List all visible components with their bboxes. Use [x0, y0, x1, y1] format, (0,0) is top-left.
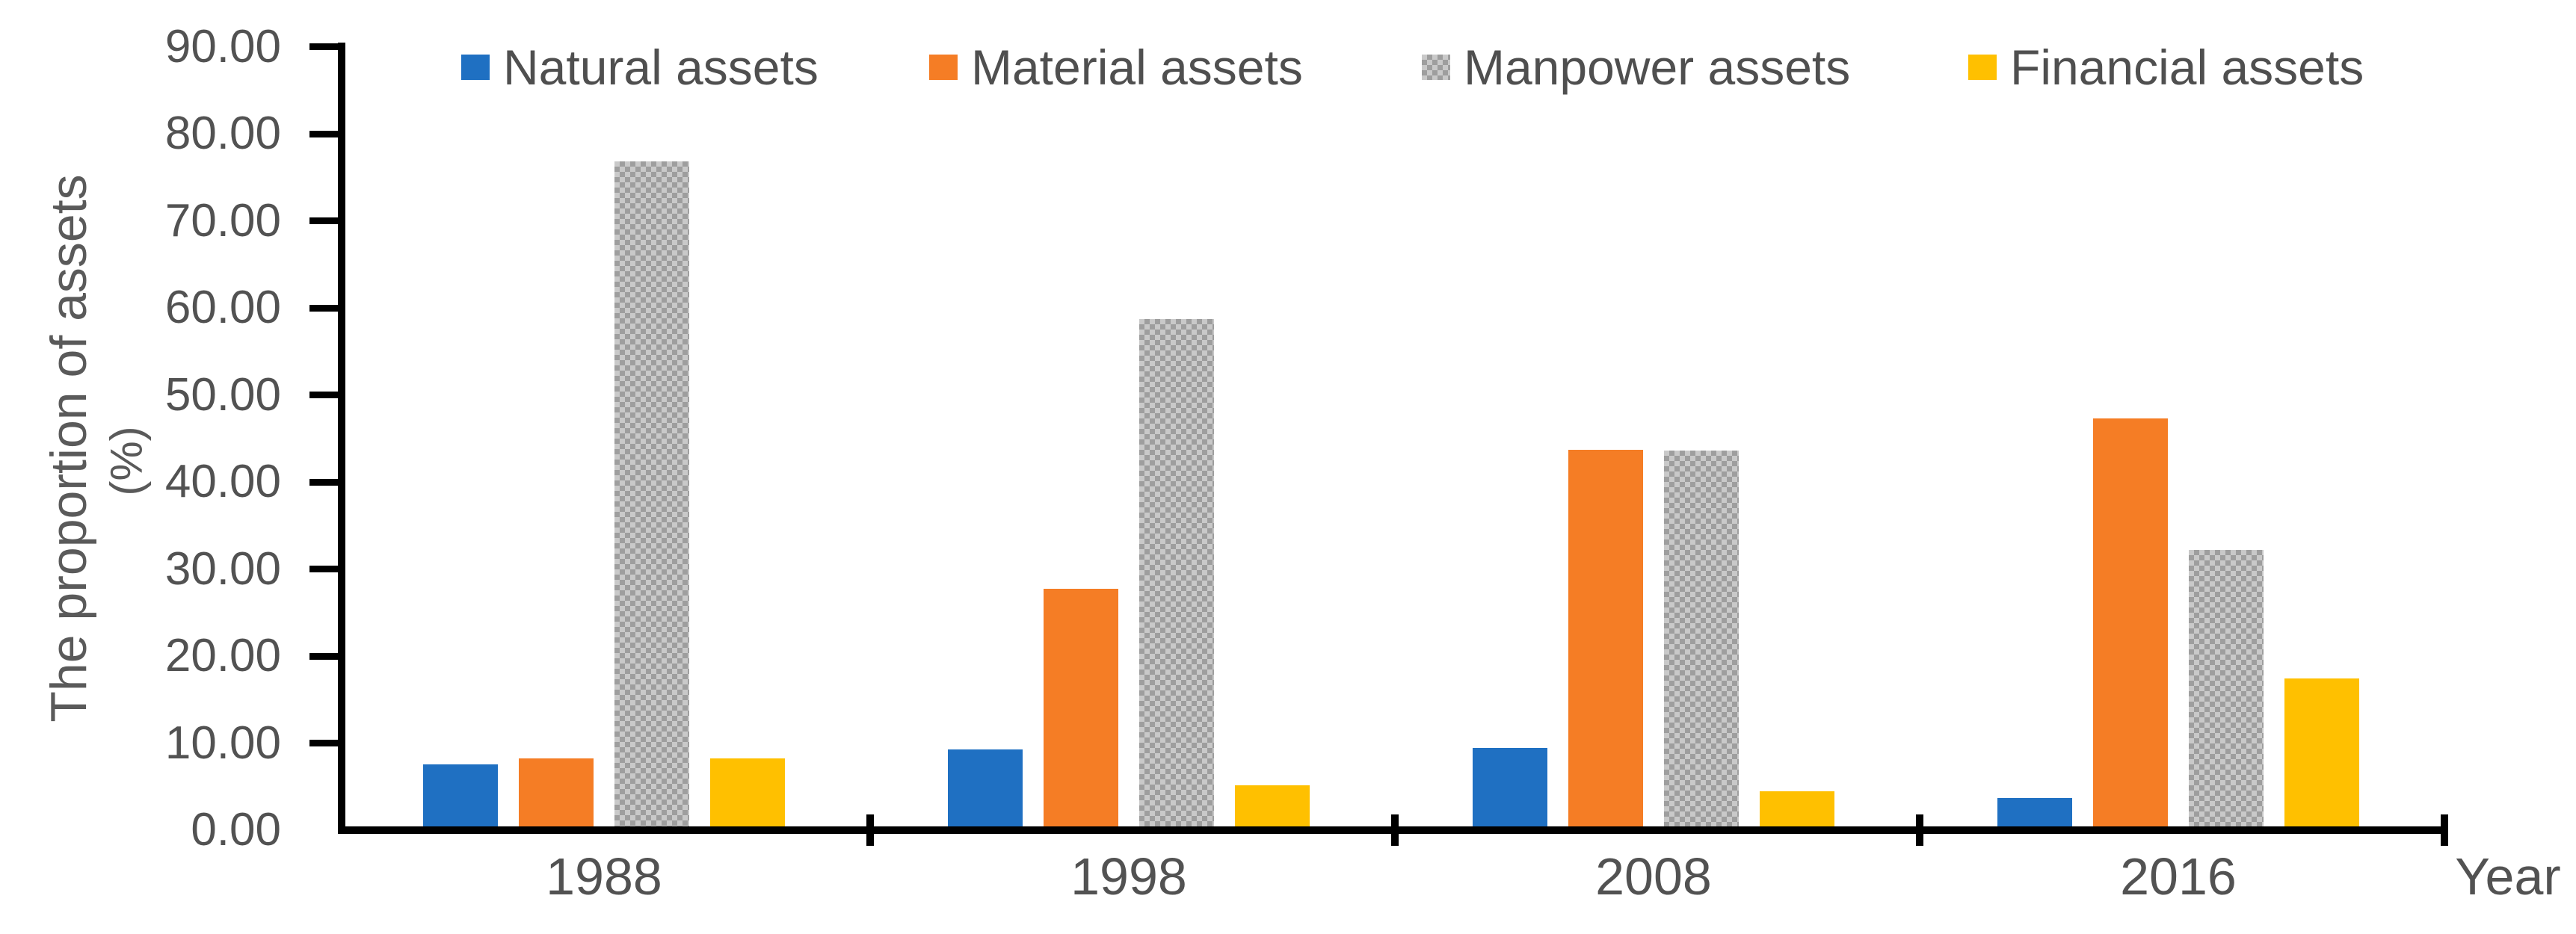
y-tick — [309, 130, 341, 137]
bar-financial-assets-2008 — [1760, 791, 1834, 826]
y-tick — [309, 740, 341, 746]
bar-manpower-assets-2016 — [2189, 550, 2264, 826]
x-tick — [1916, 814, 1923, 846]
category-label-2008: 2008 — [1595, 847, 1712, 906]
bar-financial-assets-1998 — [1235, 785, 1310, 826]
bar-financial-assets-1988 — [710, 758, 785, 826]
bar-natural-assets-1988 — [423, 764, 498, 826]
bar-manpower-assets-2008 — [1664, 451, 1739, 826]
category-label-1998: 1998 — [1070, 847, 1187, 906]
x-tick — [2441, 814, 2448, 846]
bar-material-assets-1998 — [1044, 589, 1118, 826]
x-axis-title: Year — [2455, 847, 2561, 906]
y-tick-label: 60.00 — [164, 282, 281, 333]
bar-financial-assets-2016 — [2284, 678, 2359, 826]
bar-material-assets-1988 — [519, 758, 594, 826]
y-tick-label: 0.00 — [191, 804, 281, 856]
legend-swatch-icon — [461, 55, 490, 80]
bar-material-assets-2008 — [1568, 450, 1643, 826]
bar-material-assets-2016 — [2093, 418, 2168, 826]
y-tick — [309, 652, 341, 660]
bar-manpower-assets-1988 — [614, 161, 689, 826]
y-tick-label: 50.00 — [164, 368, 281, 421]
y-tick — [309, 478, 341, 486]
y-tick — [309, 43, 341, 50]
y-tick-label: 20.00 — [164, 630, 281, 681]
category-label-2016: 2016 — [2120, 847, 2237, 906]
legend-label: Material assets — [971, 40, 1303, 95]
y-tick-label: 40.00 — [164, 456, 281, 507]
y-tick — [309, 392, 341, 398]
legend-item-natural-assets: Natural assets — [461, 41, 819, 93]
legend-label: Manpower assets — [1464, 40, 1851, 95]
bar-natural-assets-1998 — [948, 749, 1023, 826]
x-tick — [866, 814, 874, 846]
legend-item-financial-assets: Financial assets — [1968, 41, 2364, 93]
category-label-1988: 1988 — [546, 847, 662, 906]
y-tick-label: 70.00 — [164, 194, 281, 247]
legend-swatch-icon — [1422, 55, 1450, 80]
legend-label: Financial assets — [2010, 40, 2364, 95]
y-tick — [309, 217, 341, 224]
y-tick-label: 80.00 — [164, 108, 281, 159]
bar-manpower-assets-1998 — [1139, 319, 1214, 826]
y-tick — [309, 566, 341, 572]
legend-item-manpower-assets: Manpower assets — [1422, 41, 1850, 93]
bar-natural-assets-2016 — [1997, 798, 2072, 826]
legend: Natural assets Material assets Manpower as… — [0, 0, 2576, 105]
x-tick — [1391, 814, 1399, 846]
y-tick-label: 30.00 — [164, 542, 281, 595]
y-axis-line — [338, 43, 345, 834]
legend-item-material-assets: Material assets — [929, 41, 1303, 93]
y-tick-label: 10.00 — [164, 717, 281, 769]
legend-label: Natural assets — [503, 40, 819, 95]
legend-swatch-icon — [1968, 55, 1997, 80]
bar-natural-assets-2008 — [1473, 748, 1547, 826]
y-tick — [309, 304, 341, 312]
legend-swatch-icon — [929, 55, 958, 80]
y-tick-label: 90.00 — [164, 20, 281, 72]
